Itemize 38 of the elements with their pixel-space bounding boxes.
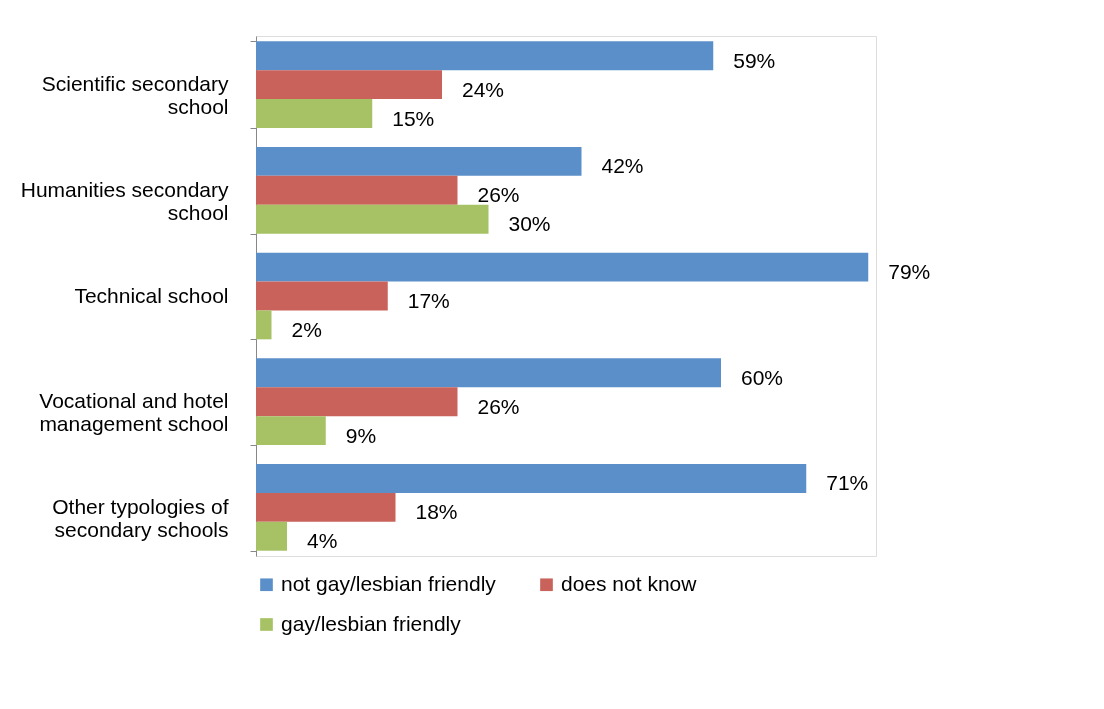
bar: [256, 146, 582, 176]
legend-label: not gay/lesbian friendly: [281, 571, 497, 595]
data-label: 60%: [741, 365, 784, 389]
data-label: 4%: [307, 529, 338, 553]
y-tick-label: Other typologies of secondary schools: [52, 494, 229, 541]
data-label: 42%: [601, 154, 644, 178]
data-label: 71%: [826, 471, 869, 495]
data-label: 15%: [392, 106, 435, 130]
legend-label: does not know: [561, 571, 698, 595]
bar: [256, 464, 807, 493]
y-tick-label: Technical school: [74, 283, 229, 307]
bar: [256, 281, 388, 311]
legend-label: gay/lesbian friendly: [281, 611, 462, 635]
data-label: 18%: [415, 500, 458, 524]
bar: [256, 387, 458, 417]
bar: [256, 99, 373, 128]
bar: [256, 492, 396, 522]
bar: [256, 204, 489, 234]
data-label: 9%: [345, 423, 377, 447]
bar: [256, 416, 326, 446]
data-label: 17%: [407, 289, 450, 312]
bar: [256, 70, 442, 100]
data-label: 26%: [477, 183, 520, 207]
y-tick-label: Humanities secondary school: [20, 177, 229, 224]
bar: [256, 41, 714, 71]
bar: [256, 175, 458, 205]
data-label: 30%: [508, 212, 551, 236]
y-tick-label: Vocational and hotel management school: [39, 389, 229, 436]
bar: [256, 358, 721, 388]
data-label: 79%: [888, 260, 931, 284]
data-label: 2%: [291, 317, 322, 341]
bar: [256, 252, 869, 282]
data-label: 59%: [733, 48, 776, 72]
bar: [256, 310, 272, 340]
bar: [256, 521, 287, 551]
data-label: 24%: [462, 77, 505, 101]
data-label: 26%: [477, 394, 520, 418]
y-tick-label: Scientific secondary school: [41, 72, 229, 119]
